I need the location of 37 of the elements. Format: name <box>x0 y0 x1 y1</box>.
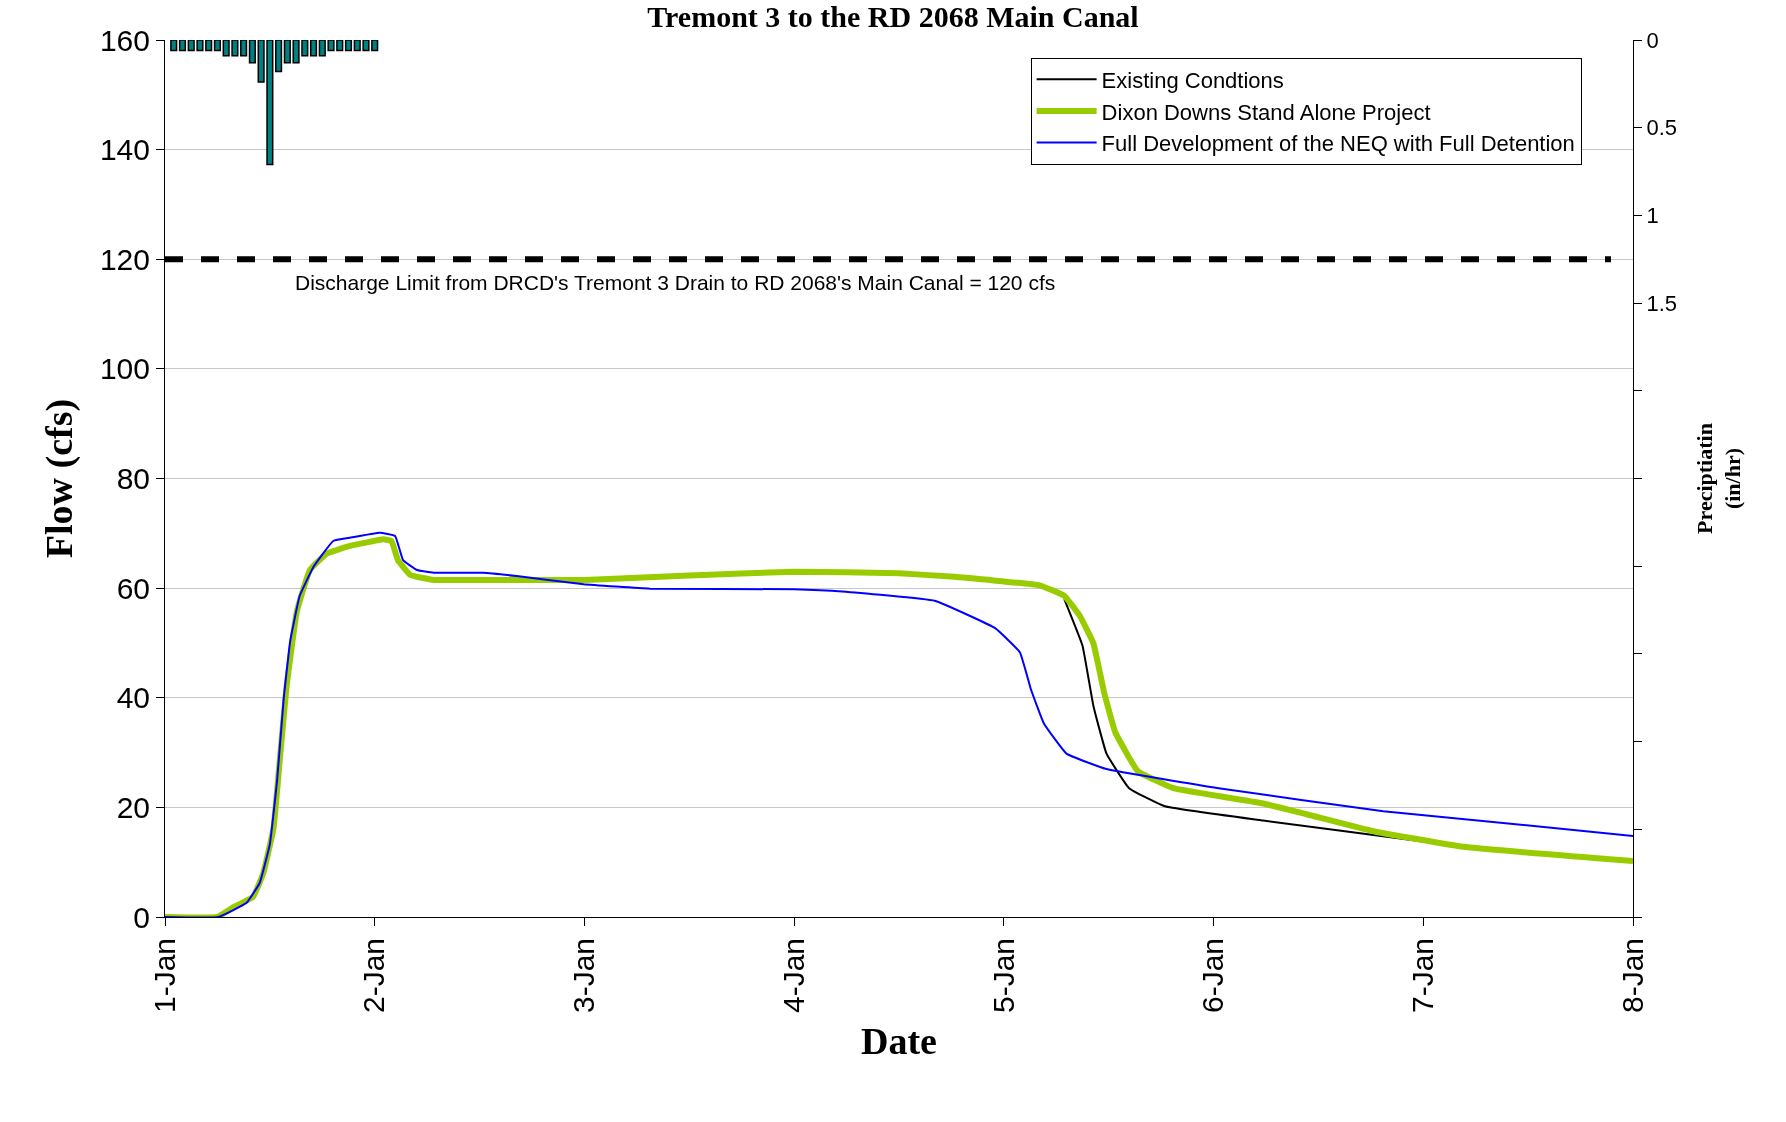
x-tick-label: 4-Jan <box>776 938 810 1014</box>
y2-tick-label: 1.5 <box>1646 290 1677 316</box>
ref-line-label: Discharge Limit from DRCD's Tremont 3 Drain to RD 2068's Main Canal = 120 cfs <box>295 271 1056 294</box>
bar <box>275 40 283 73</box>
chart-title: Tremont 3 to the RD 2068 Main Canal <box>647 0 1139 33</box>
y-tick-label: 20 <box>116 790 150 824</box>
y-tick-label: 140 <box>99 133 150 167</box>
bar <box>178 40 187 52</box>
x-tick-label: 1-Jan <box>147 938 181 1014</box>
y-tick-label: 100 <box>99 352 150 386</box>
y-tick-label: 0 <box>133 900 150 934</box>
legend-label: Existing Condtions <box>1101 67 1284 93</box>
y2-tick-label: 1 <box>1646 203 1659 229</box>
y2-tick-label: 0 <box>1646 27 1659 53</box>
bar <box>240 40 248 57</box>
bar <box>309 40 318 57</box>
y-tick-label: 80 <box>116 462 150 495</box>
y-tick-label: 60 <box>116 571 150 605</box>
bar <box>248 40 256 64</box>
y2-axis-title: Preciptiatin (in/hr) <box>1691 423 1746 534</box>
x-axis-title: Date <box>861 1020 937 1063</box>
legend-label: Full Development of the NEQ with Full Detention <box>1101 131 1575 157</box>
x-tick-label: 5-Jan <box>986 938 1020 1014</box>
x-tick-label: 7-Jan <box>1406 938 1440 1014</box>
y-tick-label: 120 <box>99 242 150 276</box>
x-tick-label: 3-Jan <box>567 938 601 1014</box>
bar <box>213 40 222 52</box>
legend-label: Dixon Downs Stand Alone Project <box>1101 99 1431 125</box>
x-tick-label: 2-Jan <box>357 938 391 1014</box>
bar <box>170 40 178 52</box>
x-tick-label: 8-Jan <box>1615 938 1649 1014</box>
y-axis-title: Flow (cfs) <box>38 398 82 559</box>
y-tick-label: 40 <box>116 681 150 715</box>
bar <box>344 40 353 52</box>
y-tick-label: 160 <box>99 23 150 57</box>
y2-tick-label: 0.5 <box>1646 115 1677 141</box>
x-tick-label: 6-Jan <box>1196 938 1230 1014</box>
